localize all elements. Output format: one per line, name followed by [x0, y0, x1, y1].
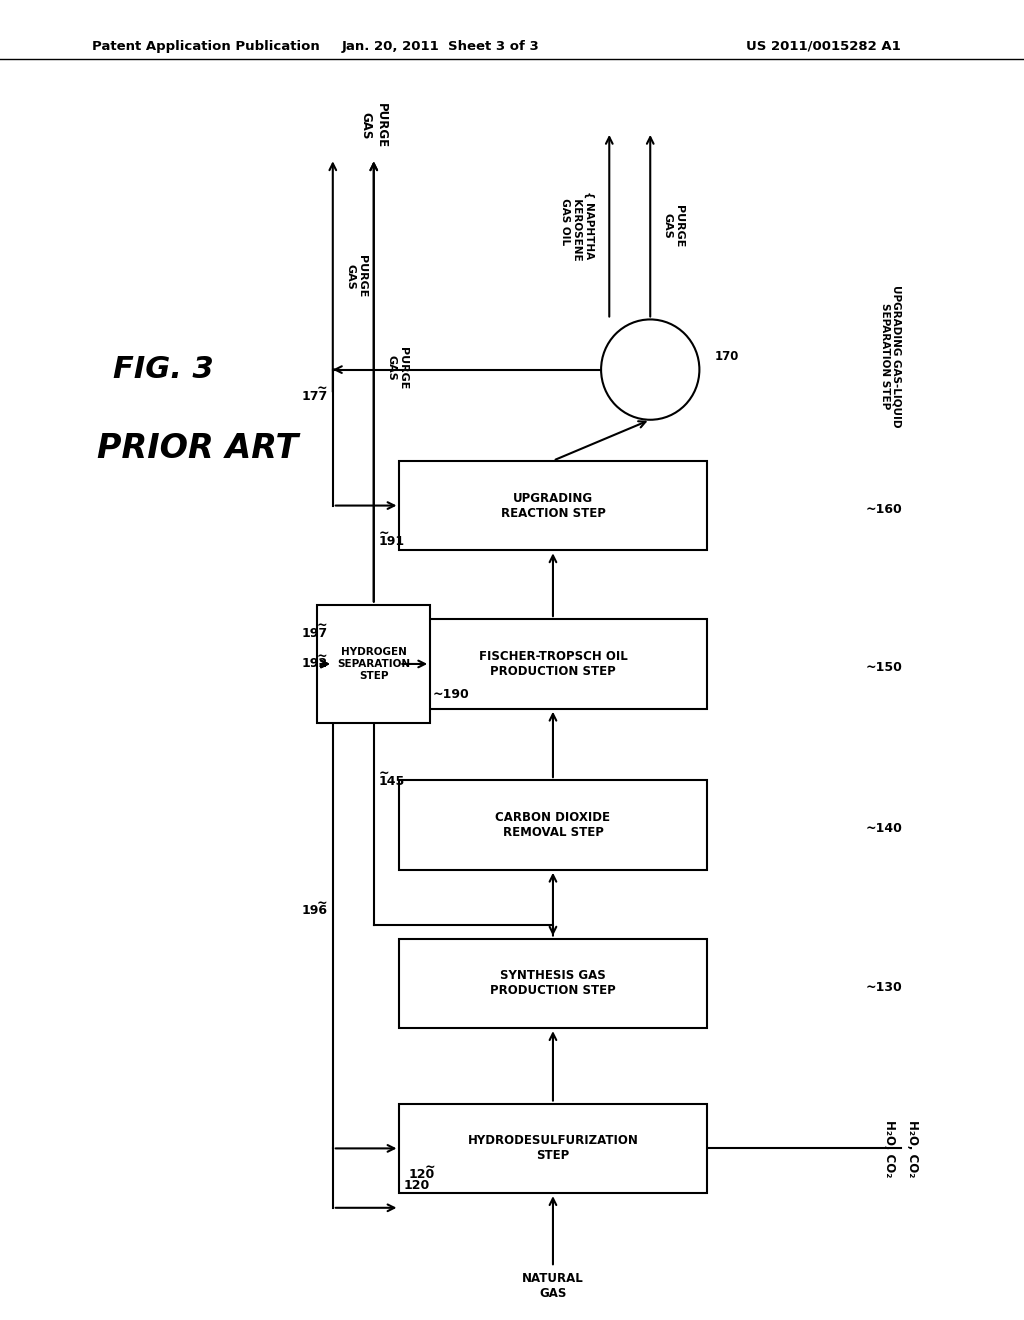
Text: FIG. 3: FIG. 3	[113, 355, 213, 384]
FancyBboxPatch shape	[399, 1104, 707, 1193]
FancyBboxPatch shape	[317, 605, 430, 723]
Ellipse shape	[601, 319, 699, 420]
FancyBboxPatch shape	[399, 939, 707, 1028]
Text: Jan. 20, 2011  Sheet 3 of 3: Jan. 20, 2011 Sheet 3 of 3	[341, 40, 540, 53]
Text: ~: ~	[379, 767, 389, 780]
Text: ~150: ~150	[865, 661, 902, 675]
Text: 145: 145	[379, 775, 406, 788]
Text: ~: ~	[317, 649, 328, 663]
Text: CARBON DIOXIDE
REMOVAL STEP: CARBON DIOXIDE REMOVAL STEP	[496, 810, 610, 840]
Text: HYDROGEN
SEPARATION
STEP: HYDROGEN SEPARATION STEP	[337, 647, 411, 681]
Text: 191: 191	[379, 535, 406, 548]
Text: H₂O, CO₂: H₂O, CO₂	[906, 1119, 920, 1177]
Text: ~: ~	[317, 896, 328, 909]
Text: H₂O, CO₂: H₂O, CO₂	[883, 1119, 896, 1177]
Text: PURGE
GAS: PURGE GAS	[345, 255, 367, 298]
Text: 170: 170	[715, 350, 739, 363]
Text: 120: 120	[403, 1179, 430, 1192]
Text: PURGE
GAS: PURGE GAS	[359, 103, 388, 148]
Text: UPGRADING GAS-LIQUID
SEPARATION STEP: UPGRADING GAS-LIQUID SEPARATION STEP	[880, 285, 902, 428]
Text: ~: ~	[317, 381, 328, 395]
Text: UPGRADING
REACTION STEP: UPGRADING REACTION STEP	[501, 491, 605, 520]
Text: HYDRODESULFURIZATION
STEP: HYDRODESULFURIZATION STEP	[468, 1134, 638, 1163]
Text: PURGE
GAS: PURGE GAS	[386, 347, 408, 389]
Text: Patent Application Publication: Patent Application Publication	[92, 40, 319, 53]
Text: 120: 120	[409, 1168, 435, 1181]
Text: PRIOR ART: PRIOR ART	[97, 433, 299, 465]
Text: ~190: ~190	[432, 688, 469, 701]
Text: FISCHER-TROPSCH OIL
PRODUCTION STEP: FISCHER-TROPSCH OIL PRODUCTION STEP	[478, 649, 628, 678]
Text: ~: ~	[379, 527, 389, 540]
Text: US 2011/0015282 A1: US 2011/0015282 A1	[746, 40, 901, 53]
Text: ~140: ~140	[865, 822, 902, 836]
Text: PURGE
GAS: PURGE GAS	[663, 205, 684, 247]
Text: ~: ~	[425, 1160, 435, 1173]
FancyBboxPatch shape	[399, 619, 707, 709]
FancyBboxPatch shape	[399, 461, 707, 550]
Text: 177: 177	[301, 389, 328, 403]
Text: 197: 197	[301, 627, 328, 640]
Text: SYNTHESIS GAS
PRODUCTION STEP: SYNTHESIS GAS PRODUCTION STEP	[490, 969, 615, 998]
Text: ~160: ~160	[865, 503, 902, 516]
FancyBboxPatch shape	[399, 780, 707, 870]
Text: 196: 196	[302, 904, 328, 917]
Text: NATURAL
GAS: NATURAL GAS	[522, 1272, 584, 1300]
Text: 192: 192	[301, 657, 328, 671]
Text: ~: ~	[317, 619, 328, 632]
Text: ~130: ~130	[865, 981, 902, 994]
Text: { NAPHTHA
  KEROSENE
  GAS OIL: { NAPHTHA KEROSENE GAS OIL	[560, 191, 594, 260]
